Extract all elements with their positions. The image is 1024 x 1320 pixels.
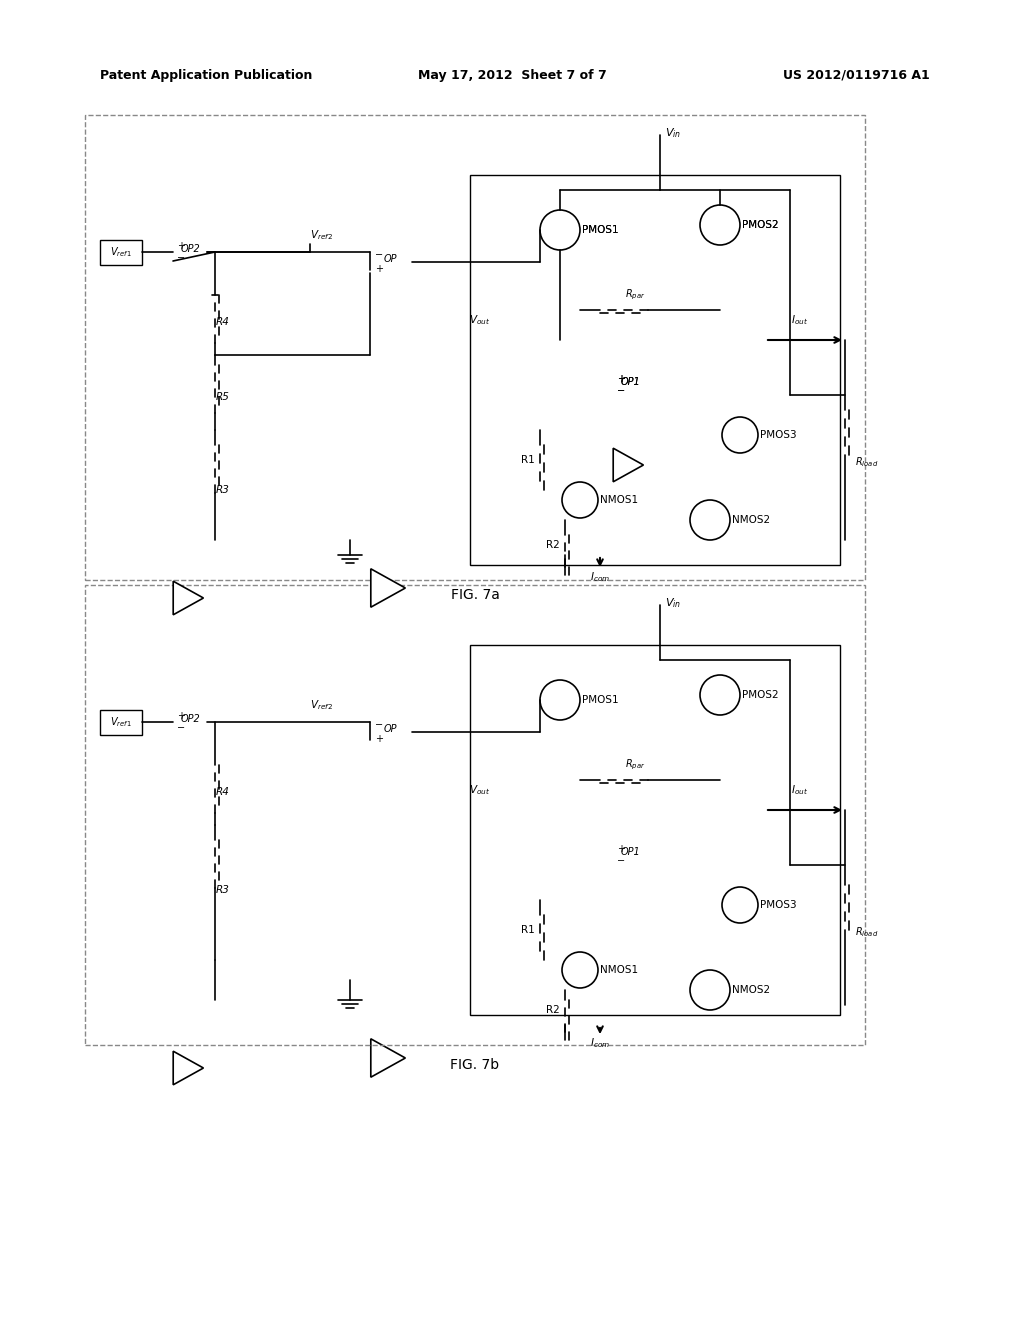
Text: $V_{in}$: $V_{in}$	[665, 127, 681, 140]
Text: OP1: OP1	[621, 847, 640, 857]
Text: −: −	[177, 253, 185, 263]
Circle shape	[562, 482, 598, 517]
Polygon shape	[173, 581, 204, 615]
Text: R1: R1	[521, 455, 535, 465]
Text: R4: R4	[216, 787, 230, 797]
Text: $V_{out}$: $V_{out}$	[469, 313, 490, 327]
Text: −: −	[617, 385, 626, 396]
Text: +: +	[177, 711, 185, 721]
Text: PMOS2: PMOS2	[742, 220, 778, 230]
Circle shape	[722, 417, 758, 453]
Circle shape	[540, 210, 580, 249]
Text: $V_{ref1}$: $V_{ref1}$	[111, 246, 132, 259]
Text: OP: OP	[383, 253, 396, 264]
Text: US 2012/0119716 A1: US 2012/0119716 A1	[783, 69, 930, 82]
Polygon shape	[613, 919, 643, 952]
Circle shape	[722, 887, 758, 923]
Text: −: −	[617, 385, 626, 396]
Text: PMOS3: PMOS3	[760, 430, 797, 440]
Circle shape	[700, 675, 740, 715]
Bar	[85, 585, 865, 1045]
Text: R4: R4	[216, 317, 230, 327]
Text: $R_{par}$: $R_{par}$	[625, 758, 645, 772]
Text: PMOS1: PMOS1	[582, 224, 618, 235]
Text: R5: R5	[216, 392, 230, 403]
Text: R2: R2	[546, 1005, 560, 1015]
Bar	[470, 176, 840, 565]
Text: +: +	[617, 374, 626, 384]
Text: OP1: OP1	[621, 378, 640, 387]
Text: May 17, 2012  Sheet 7 of 7: May 17, 2012 Sheet 7 of 7	[418, 69, 606, 82]
Text: OP1: OP1	[621, 378, 640, 387]
Text: $R_{load}$: $R_{load}$	[855, 455, 879, 469]
Text: PMOS1: PMOS1	[582, 696, 618, 705]
Polygon shape	[613, 919, 643, 952]
Circle shape	[540, 210, 580, 249]
Text: $I_{com}$: $I_{com}$	[590, 570, 610, 583]
Text: −: −	[375, 251, 383, 260]
Text: $R_{load}$: $R_{load}$	[855, 925, 879, 939]
Circle shape	[690, 500, 730, 540]
Circle shape	[562, 952, 598, 987]
Text: NMOS2: NMOS2	[732, 515, 770, 525]
Polygon shape	[613, 449, 643, 482]
Text: +: +	[375, 734, 383, 743]
Circle shape	[540, 680, 580, 719]
Text: PMOS2: PMOS2	[742, 690, 778, 700]
Text: R3: R3	[216, 884, 230, 895]
Text: $V_{ref2}$: $V_{ref2}$	[310, 228, 333, 242]
Text: $I_{com}$: $I_{com}$	[590, 1036, 610, 1049]
Text: Patent Application Publication: Patent Application Publication	[100, 69, 312, 82]
Text: $V_{in}$: $V_{in}$	[665, 597, 681, 610]
Text: $R_{par}$: $R_{par}$	[625, 288, 645, 302]
Text: −: −	[177, 723, 185, 733]
Text: +: +	[617, 374, 626, 384]
Text: $V_{out}$: $V_{out}$	[469, 783, 490, 797]
Text: PMOS3: PMOS3	[760, 900, 797, 909]
Text: $I_{out}$: $I_{out}$	[792, 783, 809, 797]
Circle shape	[700, 205, 740, 246]
Circle shape	[700, 205, 740, 246]
Bar	[100, 240, 142, 265]
Text: PMOS2: PMOS2	[742, 220, 778, 230]
Text: −: −	[375, 721, 383, 730]
Bar	[85, 115, 865, 579]
Text: OP2: OP2	[180, 714, 200, 723]
Text: NMOS1: NMOS1	[600, 495, 638, 506]
Text: $V_{ref1}$: $V_{ref1}$	[111, 715, 132, 729]
Text: OP2: OP2	[180, 244, 200, 253]
Text: $V_{ref2}$: $V_{ref2}$	[310, 698, 333, 711]
Bar	[100, 710, 142, 735]
Text: +: +	[375, 264, 383, 273]
Text: OP: OP	[383, 723, 396, 734]
Text: −: −	[617, 855, 626, 866]
Bar	[470, 645, 840, 1015]
Text: FIG. 7a: FIG. 7a	[451, 587, 500, 602]
Text: +: +	[177, 242, 185, 251]
Text: PMOS1: PMOS1	[582, 224, 618, 235]
Text: NMOS2: NMOS2	[732, 985, 770, 995]
Text: $I_{out}$: $I_{out}$	[792, 313, 809, 327]
Polygon shape	[173, 1051, 204, 1085]
Text: R3: R3	[216, 484, 230, 495]
Circle shape	[690, 970, 730, 1010]
Text: R1: R1	[521, 925, 535, 935]
Text: NMOS1: NMOS1	[600, 965, 638, 975]
Polygon shape	[371, 1039, 406, 1077]
Text: R2: R2	[546, 540, 560, 550]
Polygon shape	[371, 569, 406, 607]
Text: +: +	[617, 843, 626, 854]
Text: FIG. 7b: FIG. 7b	[451, 1059, 500, 1072]
